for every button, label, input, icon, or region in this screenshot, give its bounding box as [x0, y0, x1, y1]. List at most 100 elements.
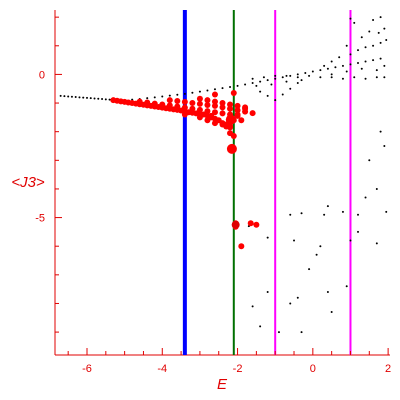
- y-tick-label: 0: [39, 69, 45, 81]
- data-point: [196, 95, 203, 102]
- x-tick-label: 2: [385, 363, 391, 375]
- data-point: [274, 74, 277, 77]
- data-point: [300, 212, 303, 215]
- data-point: [159, 101, 166, 108]
- data-point: [213, 88, 216, 91]
- data-point: [375, 69, 378, 72]
- data-point: [304, 71, 307, 74]
- data-point: [266, 94, 269, 97]
- data-point: [259, 90, 262, 93]
- data-point: [311, 70, 314, 73]
- data-point: [345, 285, 348, 288]
- data-point: [345, 44, 348, 47]
- data-point: [211, 98, 218, 105]
- x-tick-label: -4: [157, 363, 167, 375]
- data-point: [251, 77, 254, 80]
- data-point: [230, 132, 237, 139]
- data-point: [383, 27, 386, 30]
- data-point: [383, 64, 386, 67]
- data-point: [166, 97, 173, 104]
- data-point: [326, 205, 329, 208]
- data-point: [196, 106, 203, 113]
- data-point: [385, 39, 388, 42]
- data-point: [251, 82, 254, 85]
- data-point: [330, 76, 333, 79]
- data-point: [211, 102, 218, 109]
- data-point: [204, 108, 211, 115]
- data-point: [338, 56, 341, 59]
- data-point: [85, 96, 88, 99]
- data-point: [227, 124, 234, 131]
- y-tick-label: -5: [35, 213, 45, 225]
- data-point: [319, 245, 322, 248]
- data-point: [204, 102, 211, 109]
- data-point: [319, 76, 322, 79]
- data-point: [249, 110, 256, 117]
- x-tick-label: 0: [310, 363, 316, 375]
- data-point: [226, 143, 237, 154]
- data-point: [204, 117, 211, 124]
- data-point: [104, 98, 107, 101]
- data-point: [221, 87, 224, 90]
- data-point: [59, 94, 62, 97]
- data-point: [189, 105, 196, 112]
- data-point: [364, 196, 367, 199]
- data-point: [266, 79, 269, 82]
- data-point: [289, 213, 292, 216]
- data-point: [330, 73, 333, 76]
- data-point: [345, 70, 348, 73]
- data-point: [174, 103, 181, 110]
- data-point: [315, 253, 318, 256]
- data-point: [259, 80, 262, 83]
- data-point: [308, 74, 311, 77]
- data-point: [219, 100, 226, 107]
- axis-ticks: -6 -4 -2 0 2 0 -5: [35, 16, 391, 375]
- vertical-marker-lines: [182, 10, 352, 355]
- data-point: [136, 98, 143, 105]
- data-point: [144, 99, 151, 106]
- data-point: [379, 41, 382, 44]
- data-point: [349, 239, 352, 242]
- data-point: [285, 80, 288, 83]
- data-point: [270, 83, 273, 86]
- data-point: [296, 296, 299, 299]
- data-point: [368, 159, 371, 162]
- data-point: [227, 101, 234, 108]
- data-point: [176, 93, 179, 96]
- data-point: [97, 97, 100, 100]
- data-point: [326, 67, 329, 70]
- data-point: [285, 74, 288, 77]
- data-point: [300, 79, 303, 82]
- data-point: [341, 77, 344, 80]
- data-point: [281, 93, 284, 96]
- data-point: [375, 76, 378, 79]
- data-point: [330, 311, 333, 314]
- data-point: [151, 100, 158, 107]
- data-point: [166, 102, 173, 109]
- data-point: [368, 30, 371, 33]
- data-point: [238, 117, 245, 124]
- data-point: [349, 17, 352, 20]
- data-point: [341, 210, 344, 213]
- data-point: [236, 84, 239, 87]
- x-tick-label: -2: [233, 363, 243, 375]
- data-point: [319, 69, 322, 72]
- data-point: [174, 98, 181, 105]
- data-point: [353, 76, 356, 79]
- data-point: [234, 102, 241, 109]
- data-point: [108, 98, 111, 101]
- data-point: [326, 291, 329, 294]
- data-point: [229, 86, 232, 89]
- data-point: [364, 60, 367, 63]
- data-point: [289, 302, 292, 305]
- data-point: [383, 76, 386, 79]
- data-point: [323, 213, 326, 216]
- data-point: [296, 73, 299, 76]
- data-point: [146, 97, 149, 100]
- data-point: [281, 76, 284, 79]
- data-point: [183, 92, 186, 95]
- data-point: [70, 95, 73, 98]
- data-point: [379, 16, 382, 19]
- data-point: [349, 63, 352, 66]
